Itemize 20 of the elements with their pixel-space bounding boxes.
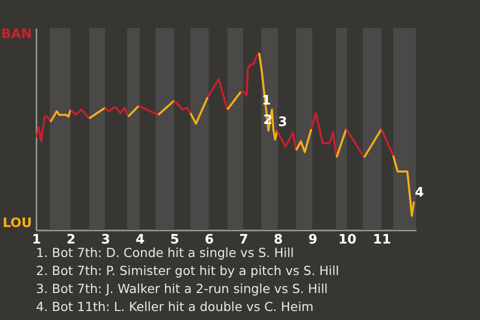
annotation: 2: [263, 113, 272, 128]
text: 2. Bot 7th: P. Simister got hit by a pitch vs S. Hill: [36, 263, 340, 278]
text: LOU: [2, 216, 32, 231]
text: BAN: [1, 27, 32, 42]
x-tick-label: 11: [372, 232, 391, 248]
x-tick-label: 5: [170, 232, 180, 248]
x-tick-label: 8: [274, 232, 283, 248]
x-tick-label: 2: [66, 232, 76, 248]
x-tick-label: 7: [239, 232, 248, 248]
annotation: 4: [414, 186, 424, 201]
x-tick-label: 3: [101, 232, 110, 248]
text: 1. Bot 7th: D. Conde hit a single vs S. Hill: [36, 245, 294, 260]
x-tick-label: 4: [136, 232, 145, 248]
text: 4. Bot 11th: L. Keller hit a double vs C. Heim: [36, 299, 314, 314]
x-tick-label: 10: [338, 232, 356, 248]
annotation: 3: [278, 114, 288, 130]
text: 3. Bot 7th: J. Walker hit a 2-run single vs S. Hill: [36, 281, 328, 296]
x-tick-label: 1: [32, 232, 42, 248]
x-tick-label: 9: [308, 232, 318, 248]
x-tick-label: 6: [204, 232, 214, 248]
